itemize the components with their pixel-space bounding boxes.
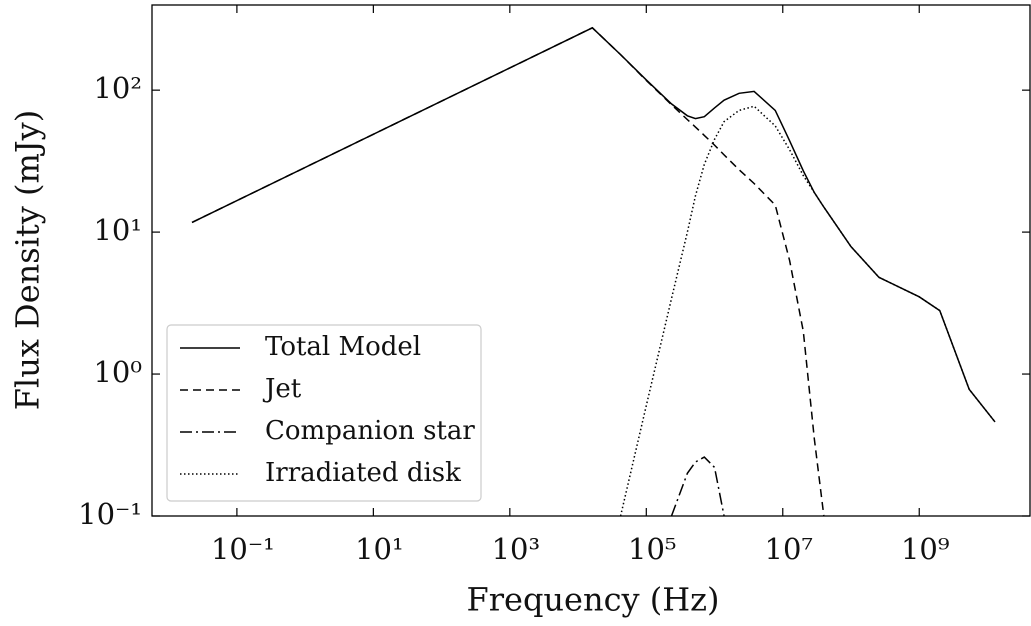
x-tick-label: 10³ [492,532,541,566]
x-tick-label: 10⁻¹ [211,532,275,566]
series-line [619,105,996,516]
legend-label: Companion star [265,416,475,446]
plot-area [191,26,996,516]
y-tick-label: 10² [93,71,142,105]
series-line [191,26,825,516]
plot-frame [151,4,1031,517]
x-tick-label: 10⁷ [765,532,814,566]
legend-label: Total Model [265,332,421,362]
y-axis-label: Flux Density (mJy) [9,110,47,410]
y-tick-label: 10⁰ [93,355,142,389]
x-axis-label: Frequency (Hz) [467,581,720,619]
x-tick-label: 10⁹ [901,532,950,566]
y-tick-label: 10⁻¹ [78,497,142,531]
series-line [670,456,725,516]
y-tick-label: 10¹ [93,213,142,247]
series-line [191,26,996,423]
legend-label: Jet [262,374,302,404]
x-tick-label: 10⁵ [628,532,677,566]
legend-box [166,324,482,502]
legend-label: Irradiated disk [265,458,461,488]
x-tick-label: 10¹ [355,532,404,566]
